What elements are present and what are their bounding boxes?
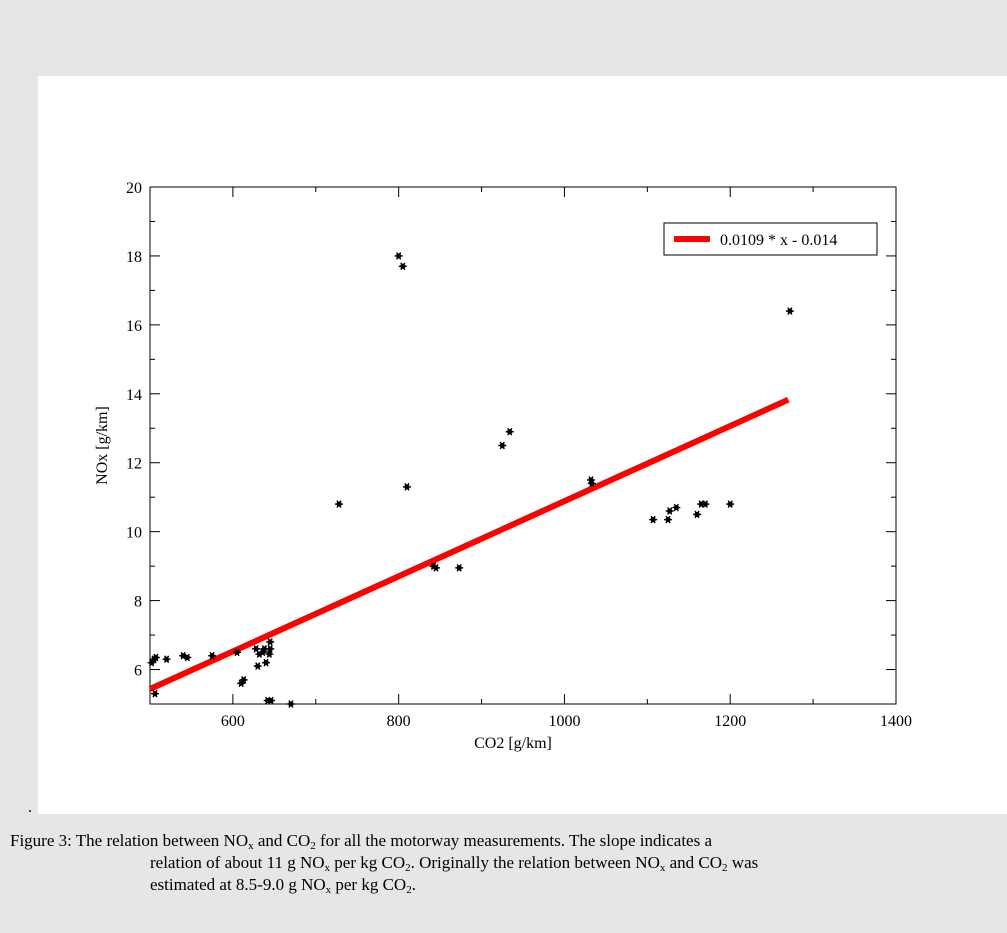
- point-stroke: [266, 650, 272, 658]
- data-point: [665, 507, 674, 515]
- y-tick-label: 20: [126, 180, 142, 197]
- data-point: [693, 510, 702, 519]
- data-point: [726, 500, 735, 508]
- point-stroke: [209, 651, 215, 660]
- data-point: [266, 645, 275, 653]
- point-stroke: [673, 503, 679, 512]
- data-point: [785, 307, 794, 315]
- data-point: [398, 262, 407, 271]
- data-point: [697, 500, 706, 508]
- data-point: [233, 648, 242, 657]
- data-point: [455, 564, 464, 572]
- point-stroke: [336, 500, 342, 508]
- plot-frame: [149, 186, 897, 705]
- point-stroke: [400, 262, 406, 271]
- caption-line-3: estimated at 8.5-9.0 g NOx per kg CO2.: [150, 875, 416, 896]
- point-stroke: [667, 507, 673, 515]
- point-stroke: [698, 500, 704, 508]
- x-axis-label: CO2 [g/km]: [474, 735, 552, 752]
- data-point: [183, 653, 192, 662]
- fit-line: [148, 396, 790, 692]
- point-stroke: [153, 653, 159, 662]
- point-stroke: [255, 662, 261, 670]
- point-stroke: [702, 500, 708, 508]
- data-point: [394, 252, 403, 260]
- point-stroke: [180, 651, 186, 660]
- y-tick-label: 8: [134, 594, 142, 611]
- y-tick-label: 6: [134, 663, 142, 680]
- y-tick-label: 10: [126, 525, 142, 542]
- x-tick-label: 1400: [880, 713, 912, 730]
- point-stroke: [507, 427, 513, 436]
- y-tick-label: 12: [126, 456, 142, 473]
- point-stroke: [184, 653, 190, 662]
- data-point: [286, 700, 295, 708]
- point-stroke: [499, 441, 505, 450]
- data-point: [239, 676, 248, 684]
- data-point: [431, 564, 440, 572]
- legend: 0.0109 * x - 0.014: [663, 222, 878, 256]
- point-stroke: [727, 500, 733, 508]
- data-point: [265, 650, 274, 658]
- point-stroke: [234, 648, 240, 657]
- legend-label: 0.0109 * x - 0.014: [720, 232, 837, 249]
- point-stroke: [267, 645, 273, 653]
- point-stroke: [396, 252, 402, 260]
- point-stroke: [263, 658, 269, 667]
- data-points: [147, 252, 794, 708]
- x-tick-label: 1200: [714, 713, 746, 730]
- point-stroke: [268, 696, 274, 705]
- data-point: [208, 651, 217, 660]
- point-stroke: [404, 483, 410, 491]
- ticks: 600 800 1000 1200 1400 6 8 10 12 14 16 18 20: [126, 180, 912, 730]
- data-point: [664, 515, 673, 524]
- data-point: [252, 645, 261, 653]
- scatter-chart: 600 800 1000 1200 1400 6 8 10 12 14 16 18 20 0.0109 …: [94, 180, 912, 752]
- data-point: [150, 689, 159, 698]
- point-stroke: [650, 515, 656, 524]
- data-point: [151, 653, 160, 662]
- point-stroke: [694, 510, 700, 519]
- data-point: [498, 441, 507, 450]
- data-point: [649, 515, 658, 524]
- point-stroke: [152, 689, 158, 698]
- point-stroke: [267, 638, 273, 646]
- point-stroke: [456, 564, 462, 572]
- point-stroke: [787, 307, 793, 315]
- data-point: [402, 483, 411, 491]
- point-stroke: [163, 655, 170, 664]
- y-axis-label: NOx [g/km]: [94, 406, 111, 485]
- data-point: [701, 500, 710, 508]
- caption-line-2: relation of about 11 g NOx per kg CO2. O…: [150, 853, 759, 874]
- data-point: [334, 500, 343, 508]
- data-point: [162, 655, 171, 664]
- y-tick-label: 14: [126, 387, 142, 404]
- y-tick-label: 18: [126, 249, 142, 266]
- data-point: [262, 658, 271, 667]
- fit-line-group: [148, 396, 790, 692]
- x-tick-label: 1000: [548, 713, 580, 730]
- y-tick-label: 16: [126, 318, 142, 335]
- point-stroke: [589, 479, 595, 488]
- data-point: [253, 662, 262, 670]
- data-point: [266, 638, 275, 646]
- caption-line-1: Figure 3: The relation between NOx and C…: [10, 831, 712, 852]
- point-stroke: [665, 515, 671, 524]
- x-tick-label: 800: [387, 713, 411, 730]
- stray-mark: .: [28, 799, 32, 816]
- data-point: [267, 696, 276, 705]
- point-stroke: [288, 700, 294, 708]
- data-point: [587, 479, 596, 488]
- x-tick-label: 600: [221, 713, 245, 730]
- point-stroke: [241, 676, 247, 684]
- figure-panel: 600 800 1000 1200 1400 6 8 10 12 14 16 18 20 0.0109 …: [38, 76, 1007, 814]
- axes: [149, 186, 897, 705]
- point-stroke: [253, 645, 259, 653]
- data-point: [672, 503, 681, 512]
- point-stroke: [433, 564, 439, 572]
- point-stroke: [261, 645, 267, 653]
- figure-caption: Figure 3: The relation between NOx and C…: [0, 830, 990, 896]
- data-point: [505, 427, 514, 436]
